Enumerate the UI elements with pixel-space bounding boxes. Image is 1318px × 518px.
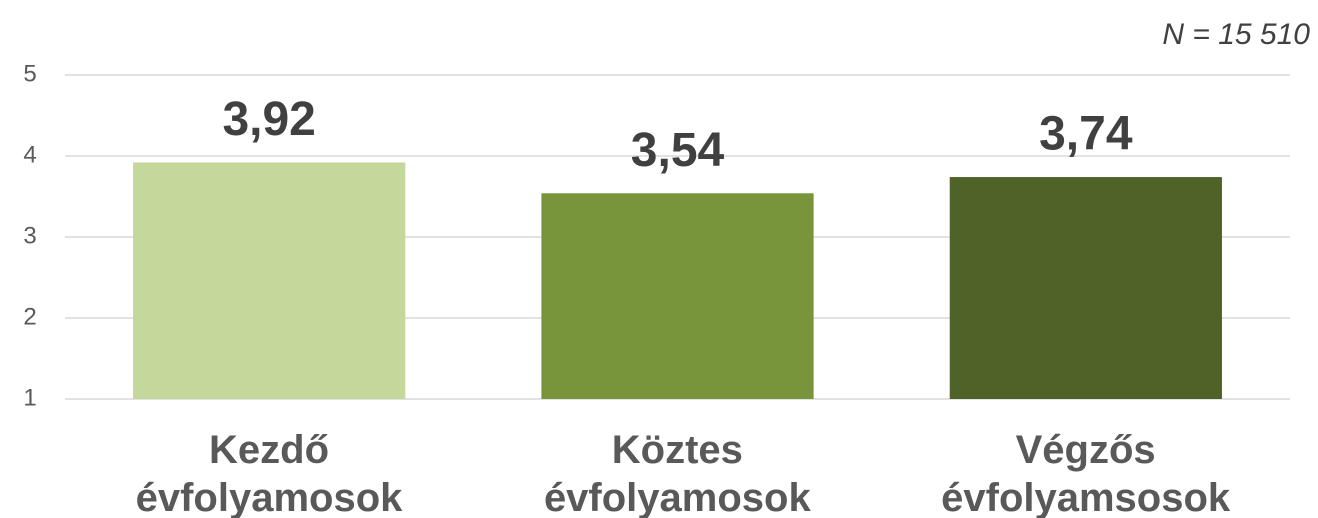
x-tick-label: Kezdő évfolyamosok	[135, 428, 403, 518]
value-label: 3,74	[1039, 108, 1133, 161]
value-label: 3,54	[631, 124, 725, 177]
y-tick-label: 2	[23, 303, 36, 330]
y-tick-label: 1	[23, 384, 36, 411]
x-tick-label: Végzős évfolyamsosok	[941, 428, 1231, 518]
value-label: 3,92	[222, 93, 315, 146]
bar	[133, 162, 406, 399]
y-tick-label: 4	[23, 141, 36, 168]
x-tick-label: Köztes évfolyamosok	[543, 428, 811, 518]
annotation: N = 15 510	[1162, 18, 1310, 51]
y-tick-label: 3	[23, 222, 36, 249]
y-tick-label: 5	[23, 60, 36, 87]
bar	[949, 177, 1222, 399]
bar	[541, 193, 814, 399]
